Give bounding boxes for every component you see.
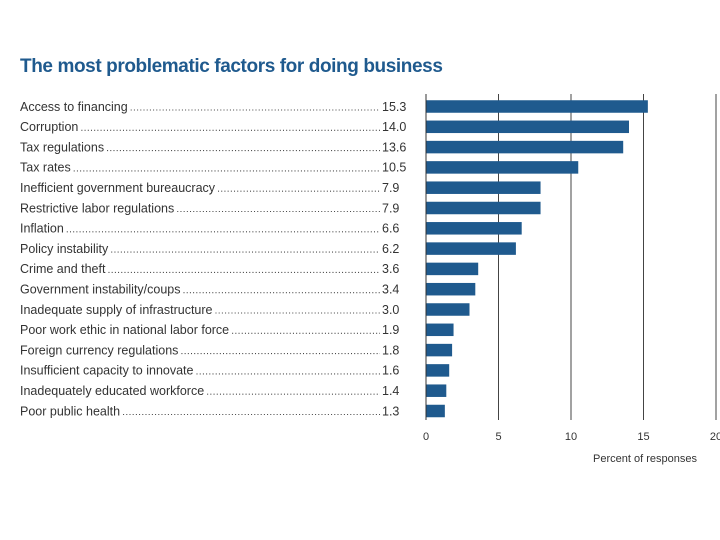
x-axis-title: Percent of responses: [593, 453, 697, 465]
category-label: Inflation: [20, 222, 64, 236]
bar: [426, 181, 541, 194]
category-label: Poor work ethic in national labor force: [20, 323, 229, 337]
bar: [426, 161, 579, 174]
value-label: 1.3: [382, 404, 399, 418]
category-label: Poor public health: [20, 404, 120, 418]
value-label: 3.0: [382, 303, 399, 317]
category-label: Access to financing: [20, 100, 128, 114]
bar: [426, 323, 454, 337]
bar: [426, 262, 479, 276]
category-label: Insufficient capacity to innovate: [20, 364, 194, 378]
bar: [426, 100, 648, 113]
category-label: Policy instability: [20, 242, 109, 256]
category-label: Corruption: [20, 120, 78, 134]
value-label: 13.6: [382, 140, 406, 154]
x-tick-label: 15: [637, 431, 649, 443]
category-label: Tax regulations: [20, 140, 104, 154]
x-axis-ticks: 0 5 10 15 20: [423, 431, 720, 443]
value-label: 1.8: [382, 343, 399, 357]
bar: [426, 303, 470, 316]
x-tick-label: 10: [565, 431, 577, 443]
x-tick-label: 5: [495, 431, 501, 443]
value-label: 1.4: [382, 384, 399, 398]
category-label: Tax rates: [20, 161, 71, 175]
category-label: Inadequate supply of infrastructure: [20, 303, 213, 317]
bar: [426, 364, 450, 377]
category-label: Inadequately educated workforce: [20, 384, 204, 398]
bar: [426, 201, 541, 215]
value-label: 6.2: [382, 242, 399, 256]
value-label: 10.5: [382, 161, 406, 175]
bar: [426, 404, 445, 418]
bars: [426, 100, 648, 418]
category-labels: Access to financing 15.3 Corruption 14.0 Tax…: [20, 100, 406, 418]
x-tick-label: 0: [423, 431, 429, 443]
value-label: 6.6: [382, 222, 399, 236]
category-label: Crime and theft: [20, 262, 106, 276]
bar: [426, 242, 516, 255]
gridlines: [425, 94, 717, 420]
value-label: 3.6: [382, 262, 399, 276]
bar: [426, 140, 624, 154]
value-label: 1.6: [382, 364, 399, 378]
category-label: Inefficient government bureaucracy: [20, 181, 216, 195]
value-label: 15.3: [382, 100, 406, 114]
value-label: 3.4: [382, 283, 399, 297]
category-label: Restrictive labor regulations: [20, 201, 174, 215]
category-label: Foreign currency regulations: [20, 343, 178, 357]
value-label: 7.9: [382, 181, 399, 195]
category-label: Government instability/coups: [20, 283, 181, 297]
value-label: 14.0: [382, 120, 406, 134]
value-label: 7.9: [382, 201, 399, 215]
bar: [426, 343, 453, 357]
bar: [426, 384, 447, 397]
x-tick-label: 20: [710, 431, 720, 443]
bar: [426, 282, 476, 296]
bar: [426, 120, 629, 134]
bar: [426, 222, 522, 235]
chart-title: The most problematic factors for doing b…: [20, 56, 443, 77]
value-label: 1.9: [382, 323, 399, 337]
